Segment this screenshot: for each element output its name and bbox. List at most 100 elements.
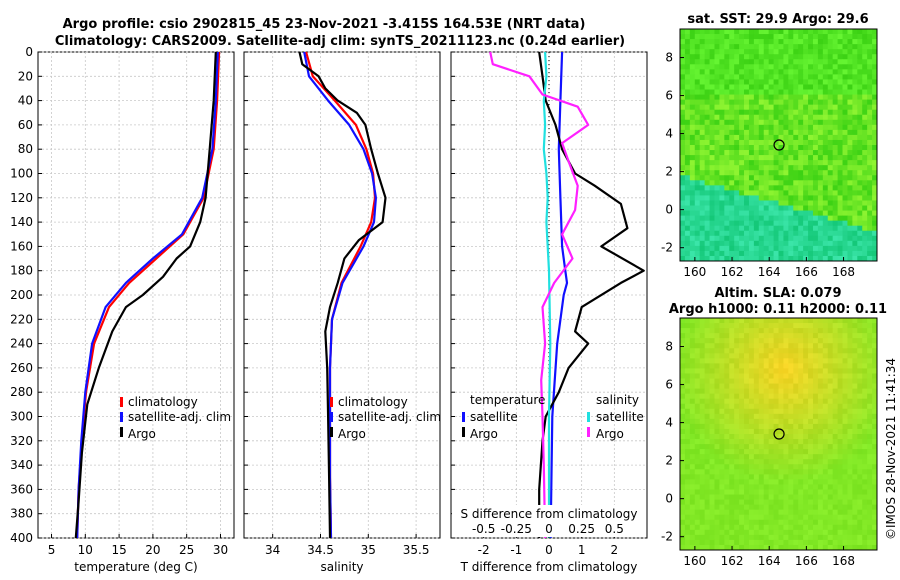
map-cell: [734, 99, 740, 106]
xtick-label: 34.5: [307, 543, 334, 557]
map-cell: [714, 245, 720, 252]
map-cell: [852, 469, 858, 475]
map-cell: [783, 220, 789, 227]
map-cell: [699, 114, 706, 121]
map-cell: [842, 539, 848, 546]
map-cell: [837, 479, 843, 485]
map-cell: [680, 210, 686, 217]
map-cell: [748, 363, 755, 369]
map-cell: [709, 200, 715, 206]
map-cell: [719, 378, 725, 384]
map-cell: [719, 34, 725, 40]
map-cell: [827, 235, 834, 242]
map-cell: [798, 519, 804, 526]
map-cell: [857, 423, 863, 430]
map-cell: [817, 348, 824, 354]
map-cell: [827, 494, 834, 500]
map-cell: [842, 398, 848, 405]
map-cell: [768, 383, 774, 390]
map-cell: [808, 413, 814, 420]
map-cell: [739, 145, 745, 151]
map-cell: [748, 534, 755, 541]
map-cell: [694, 509, 701, 516]
map-cell: [714, 529, 720, 536]
map-cell: [734, 69, 740, 75]
map-cell: [827, 180, 834, 186]
map-cell: [783, 318, 789, 324]
map-cell: [817, 328, 824, 334]
map-cell: [709, 240, 715, 247]
map-cell: [699, 539, 706, 546]
map-cell: [872, 509, 878, 516]
map-cell: [847, 195, 853, 201]
map-cell: [729, 94, 735, 101]
map-cell: [734, 348, 740, 354]
map-cell: [808, 423, 814, 430]
map-cell: [724, 200, 730, 206]
map-cell: [862, 205, 868, 211]
map-cell: [689, 185, 696, 191]
map-cell: [709, 215, 715, 222]
map-cell: [763, 323, 770, 329]
map-cell: [684, 175, 691, 181]
map-cell: [808, 200, 814, 206]
map-cell: [699, 514, 706, 521]
map-cell: [798, 195, 804, 201]
map-cell: [817, 489, 824, 495]
map-cell: [842, 119, 848, 126]
map-cell: [847, 109, 853, 116]
map-cell: [724, 534, 730, 541]
map-cell: [778, 84, 784, 90]
map-cell: [817, 323, 824, 329]
map-cell: [842, 428, 848, 435]
map-cell: [724, 459, 730, 465]
map-cell: [827, 383, 834, 390]
map-cell: [822, 504, 829, 511]
map-cell: [680, 44, 686, 50]
map-cell: [812, 358, 819, 364]
map-cell: [758, 358, 765, 364]
map-cell: [832, 44, 838, 50]
map-cell: [763, 175, 770, 181]
map-cell: [689, 180, 696, 186]
map-cell: [744, 64, 750, 70]
map-cell: [808, 155, 814, 161]
map-cell: [798, 104, 804, 111]
map-cell: [852, 134, 858, 141]
map-cell: [837, 104, 843, 111]
map-cell: [744, 230, 750, 237]
map-cell: [857, 449, 863, 455]
map-cell: [778, 509, 784, 516]
map-cell: [724, 328, 730, 334]
map-cell: [808, 114, 814, 121]
map-cell: [832, 413, 838, 420]
map-cell: [867, 190, 873, 196]
map-cell: [734, 220, 740, 227]
map-cell: [817, 434, 824, 440]
map-cell: [684, 54, 691, 60]
map-cell: [724, 99, 730, 106]
map-cell: [744, 74, 750, 80]
map-cell: [812, 210, 819, 217]
map-cell: [709, 338, 715, 344]
map-cell: [694, 353, 701, 359]
map-cell: [758, 240, 765, 247]
map-cell: [729, 215, 735, 222]
map-cell: [798, 504, 804, 511]
map-cell: [748, 408, 755, 415]
map-cell: [808, 459, 814, 465]
map-cell: [862, 210, 868, 217]
map-cell: [872, 114, 878, 121]
map-cell: [768, 484, 774, 490]
map-cell: [783, 489, 789, 495]
map-cell: [680, 155, 686, 161]
map-cell: [817, 373, 824, 379]
map-cell: [758, 34, 765, 40]
map-cell: [783, 104, 789, 111]
map-cell: [734, 368, 740, 374]
map-cell: [709, 408, 715, 415]
map-cell: [689, 245, 696, 252]
map-cell: [812, 444, 819, 450]
map-cell: [867, 230, 873, 237]
map-cell: [739, 454, 745, 460]
